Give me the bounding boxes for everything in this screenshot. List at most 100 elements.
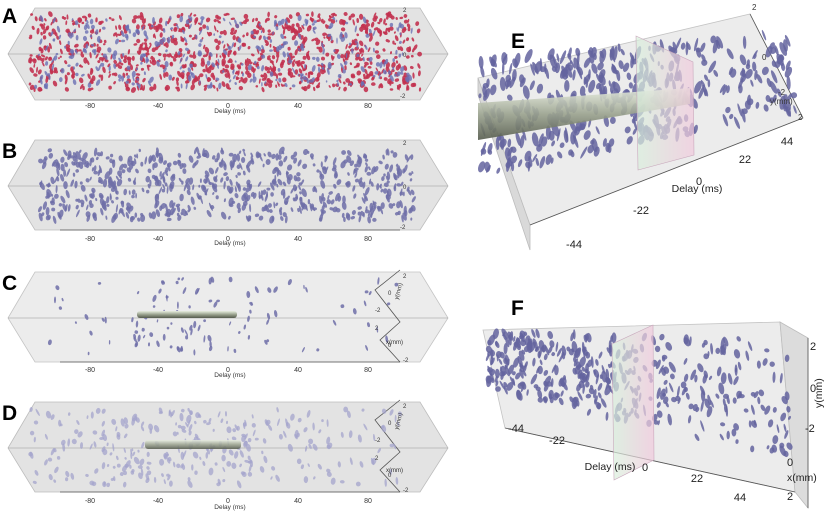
isosurface-blob [745,350,750,361]
isosurface-blob [128,28,131,34]
isosurface-blob [144,156,148,165]
isosurface-blob [135,320,139,328]
isosurface-blob [217,58,220,64]
isosurface-blob [343,60,348,66]
isosurface-blob [297,73,300,77]
isosurface-blob [403,28,407,31]
isosurface-blob [710,35,717,44]
isosurface-blob [399,188,403,197]
isosurface-blob [72,21,75,26]
isosurface-blob [515,131,521,147]
isosurface-blob [299,62,304,68]
isosurface-blob [570,332,575,342]
isosurface-blob [250,152,254,158]
isosurface-blob [282,181,287,187]
isosurface-blob [537,389,543,399]
isosurface-blob [368,28,372,34]
isosurface-blob [367,208,372,217]
isosurface-blob [108,85,112,90]
isosurface-blob [115,31,118,38]
isosurface-blob [409,207,412,212]
isosurface-blob [205,64,208,71]
isosurface-blob [113,32,116,37]
isosurface-blob [207,77,212,82]
isosurface-blob [89,34,93,38]
isosurface-blob [387,70,391,75]
isosurface-blob [170,410,175,417]
isosurface-blob [361,197,366,204]
isosurface-blob [516,390,523,401]
isosurface-blob [598,351,603,359]
isosurface-blob [207,177,211,186]
isosurface-blob [398,40,402,44]
isosurface-blob [372,47,375,53]
isosurface-blob [232,52,236,55]
isosurface-blob [395,477,399,485]
panel-e-tick: 0 [696,176,702,188]
isosurface-blob [203,86,207,91]
isosurface-blob [185,56,189,62]
isosurface-blob [29,67,34,74]
isosurface-blob [168,456,172,462]
isosurface-blob [771,444,778,453]
isosurface-blob [580,146,588,159]
isosurface-blob [269,49,273,52]
isosurface-blob [160,280,165,284]
isosurface-blob [136,85,140,91]
panel-e-tick: 44 [781,136,793,148]
isosurface-blob [752,61,757,72]
isosurface-blob [98,179,102,184]
isosurface-blob [267,11,270,18]
isosurface-blob [232,153,238,163]
isosurface-blob [707,79,711,88]
isosurface-blob [585,393,592,399]
isosurface-blob [203,319,207,323]
isosurface-blob [221,81,226,87]
isosurface-blob [750,445,755,453]
isosurface-blob [243,151,246,157]
isosurface-blob [539,359,543,366]
isosurface-blob [106,482,111,488]
isosurface-blob [726,85,730,94]
isosurface-blob [391,69,395,73]
isosurface-blob [345,212,351,221]
isosurface-blob [599,75,606,86]
isosurface-blob [82,152,88,160]
isosurface-blob [512,371,516,376]
isosurface-blob [190,328,193,336]
isosurface-blob [146,461,152,465]
isosurface-blob [40,31,43,36]
isosurface-blob [551,352,556,357]
isosurface-blob [675,395,681,402]
isosurface-blob [367,47,371,53]
isosurface-blob [733,376,739,386]
isosurface-blob [180,425,186,430]
isosurface-blob [397,421,400,427]
isosurface-blob [316,82,321,89]
isosurface-blob [660,388,666,400]
isosurface-blob [116,463,121,468]
isosurface-blob [141,441,145,449]
isosurface-blob [416,28,421,34]
isosurface-blob [95,156,99,161]
isosurface-blob [783,450,789,458]
isosurface-blob [190,84,196,91]
isosurface-blob [189,63,191,67]
isosurface-blob [706,406,713,418]
isosurface-blob [597,62,604,71]
isosurface-blob [345,78,350,83]
isosurface-blob [748,420,752,428]
isosurface-blob [363,86,369,93]
isosurface-blob [343,216,346,222]
isosurface-blob [710,399,714,408]
isosurface-blob [398,53,402,58]
isosurface-blob [321,166,327,171]
isosurface-blob [325,52,330,57]
isosurface-blob [226,461,232,467]
isosurface-blob [343,86,347,92]
isosurface-blob [75,204,79,210]
isosurface-blob [205,17,211,23]
isosurface-blob [595,374,599,385]
isosurface-blob [259,466,265,473]
isosurface-blob [182,287,187,295]
